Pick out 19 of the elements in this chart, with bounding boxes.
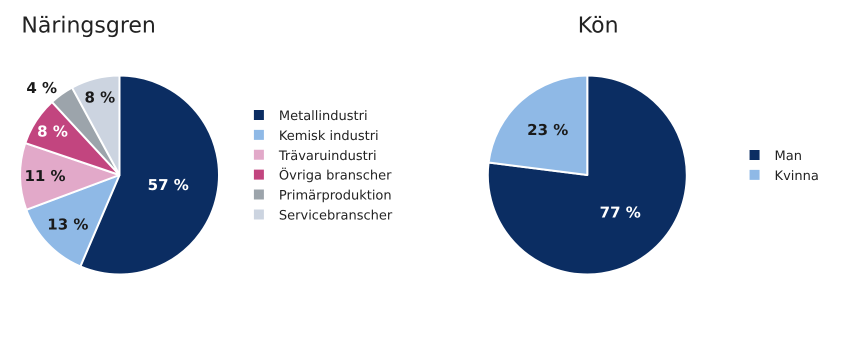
legend-label: Övriga branscher xyxy=(278,168,392,184)
legend-label: Kemisk industri xyxy=(278,128,379,144)
chart-title: Kön xyxy=(578,13,619,38)
legend-label: Metallindustri xyxy=(278,109,368,124)
data-label: 4 % xyxy=(26,79,58,98)
legend-label: Kvinna xyxy=(774,168,819,184)
data-label: 77 % xyxy=(600,203,641,222)
chart-title: Näringsgren xyxy=(21,13,156,38)
legend-label: Trävaruindustri xyxy=(278,148,377,164)
data-label: 23 % xyxy=(527,121,568,140)
pie-slice xyxy=(486,74,688,276)
data-label: 13 % xyxy=(47,215,88,234)
legend-label: Man xyxy=(774,149,802,164)
legend-label: Servicebranscher xyxy=(278,208,393,224)
data-label: 57 % xyxy=(148,176,189,194)
data-label: 8 % xyxy=(84,88,116,107)
legend-label: Primärproduktion xyxy=(278,188,392,204)
data-label: 11 % xyxy=(24,167,66,186)
data-label: 8 % xyxy=(37,122,68,141)
